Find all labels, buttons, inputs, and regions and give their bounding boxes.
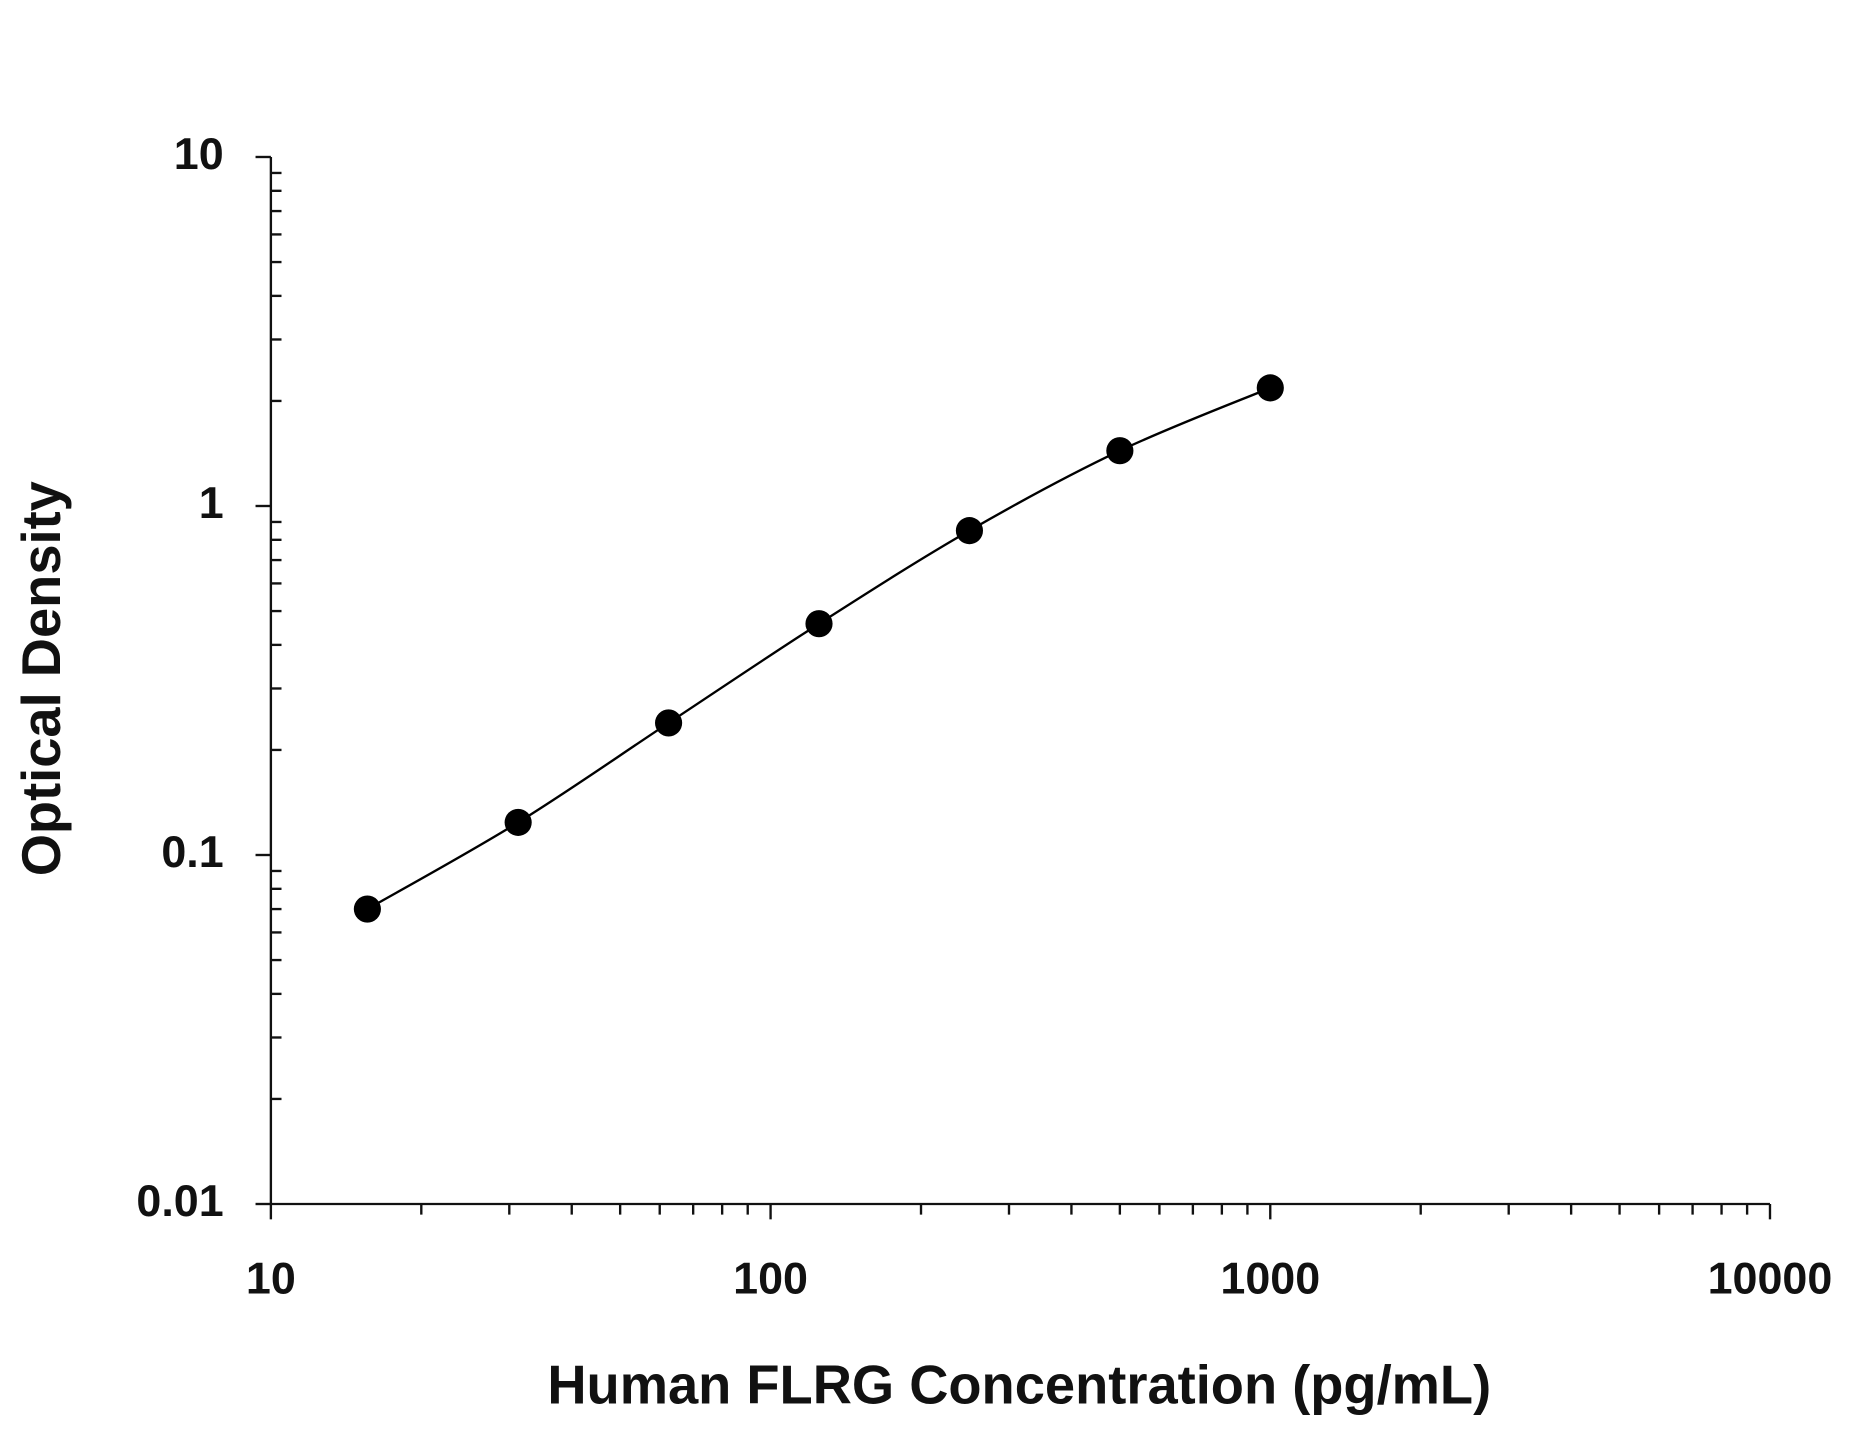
data-point bbox=[1106, 437, 1134, 465]
y-tick-label: 0.1 bbox=[161, 826, 223, 877]
data-point bbox=[353, 895, 381, 923]
fit-curve bbox=[366, 386, 1271, 911]
x-tick-label: 100 bbox=[733, 1253, 808, 1304]
data-point bbox=[655, 709, 683, 737]
data-point bbox=[805, 610, 833, 638]
y-tick-label: 0.01 bbox=[136, 1175, 223, 1226]
x-tick-label: 1000 bbox=[1220, 1253, 1320, 1304]
data-point bbox=[504, 808, 532, 836]
y-axis-title: Optical Density bbox=[11, 481, 72, 876]
data-point bbox=[955, 517, 984, 545]
y-tick-label: 1 bbox=[199, 477, 224, 528]
x-tick-label: 10000 bbox=[1708, 1253, 1833, 1304]
x-axis-title: Human FLRG Concentration (pg/mL) bbox=[547, 1355, 1491, 1416]
y-tick-label: 10 bbox=[174, 128, 224, 179]
x-tick-label: 10 bbox=[246, 1253, 296, 1304]
data-point bbox=[1256, 374, 1284, 402]
